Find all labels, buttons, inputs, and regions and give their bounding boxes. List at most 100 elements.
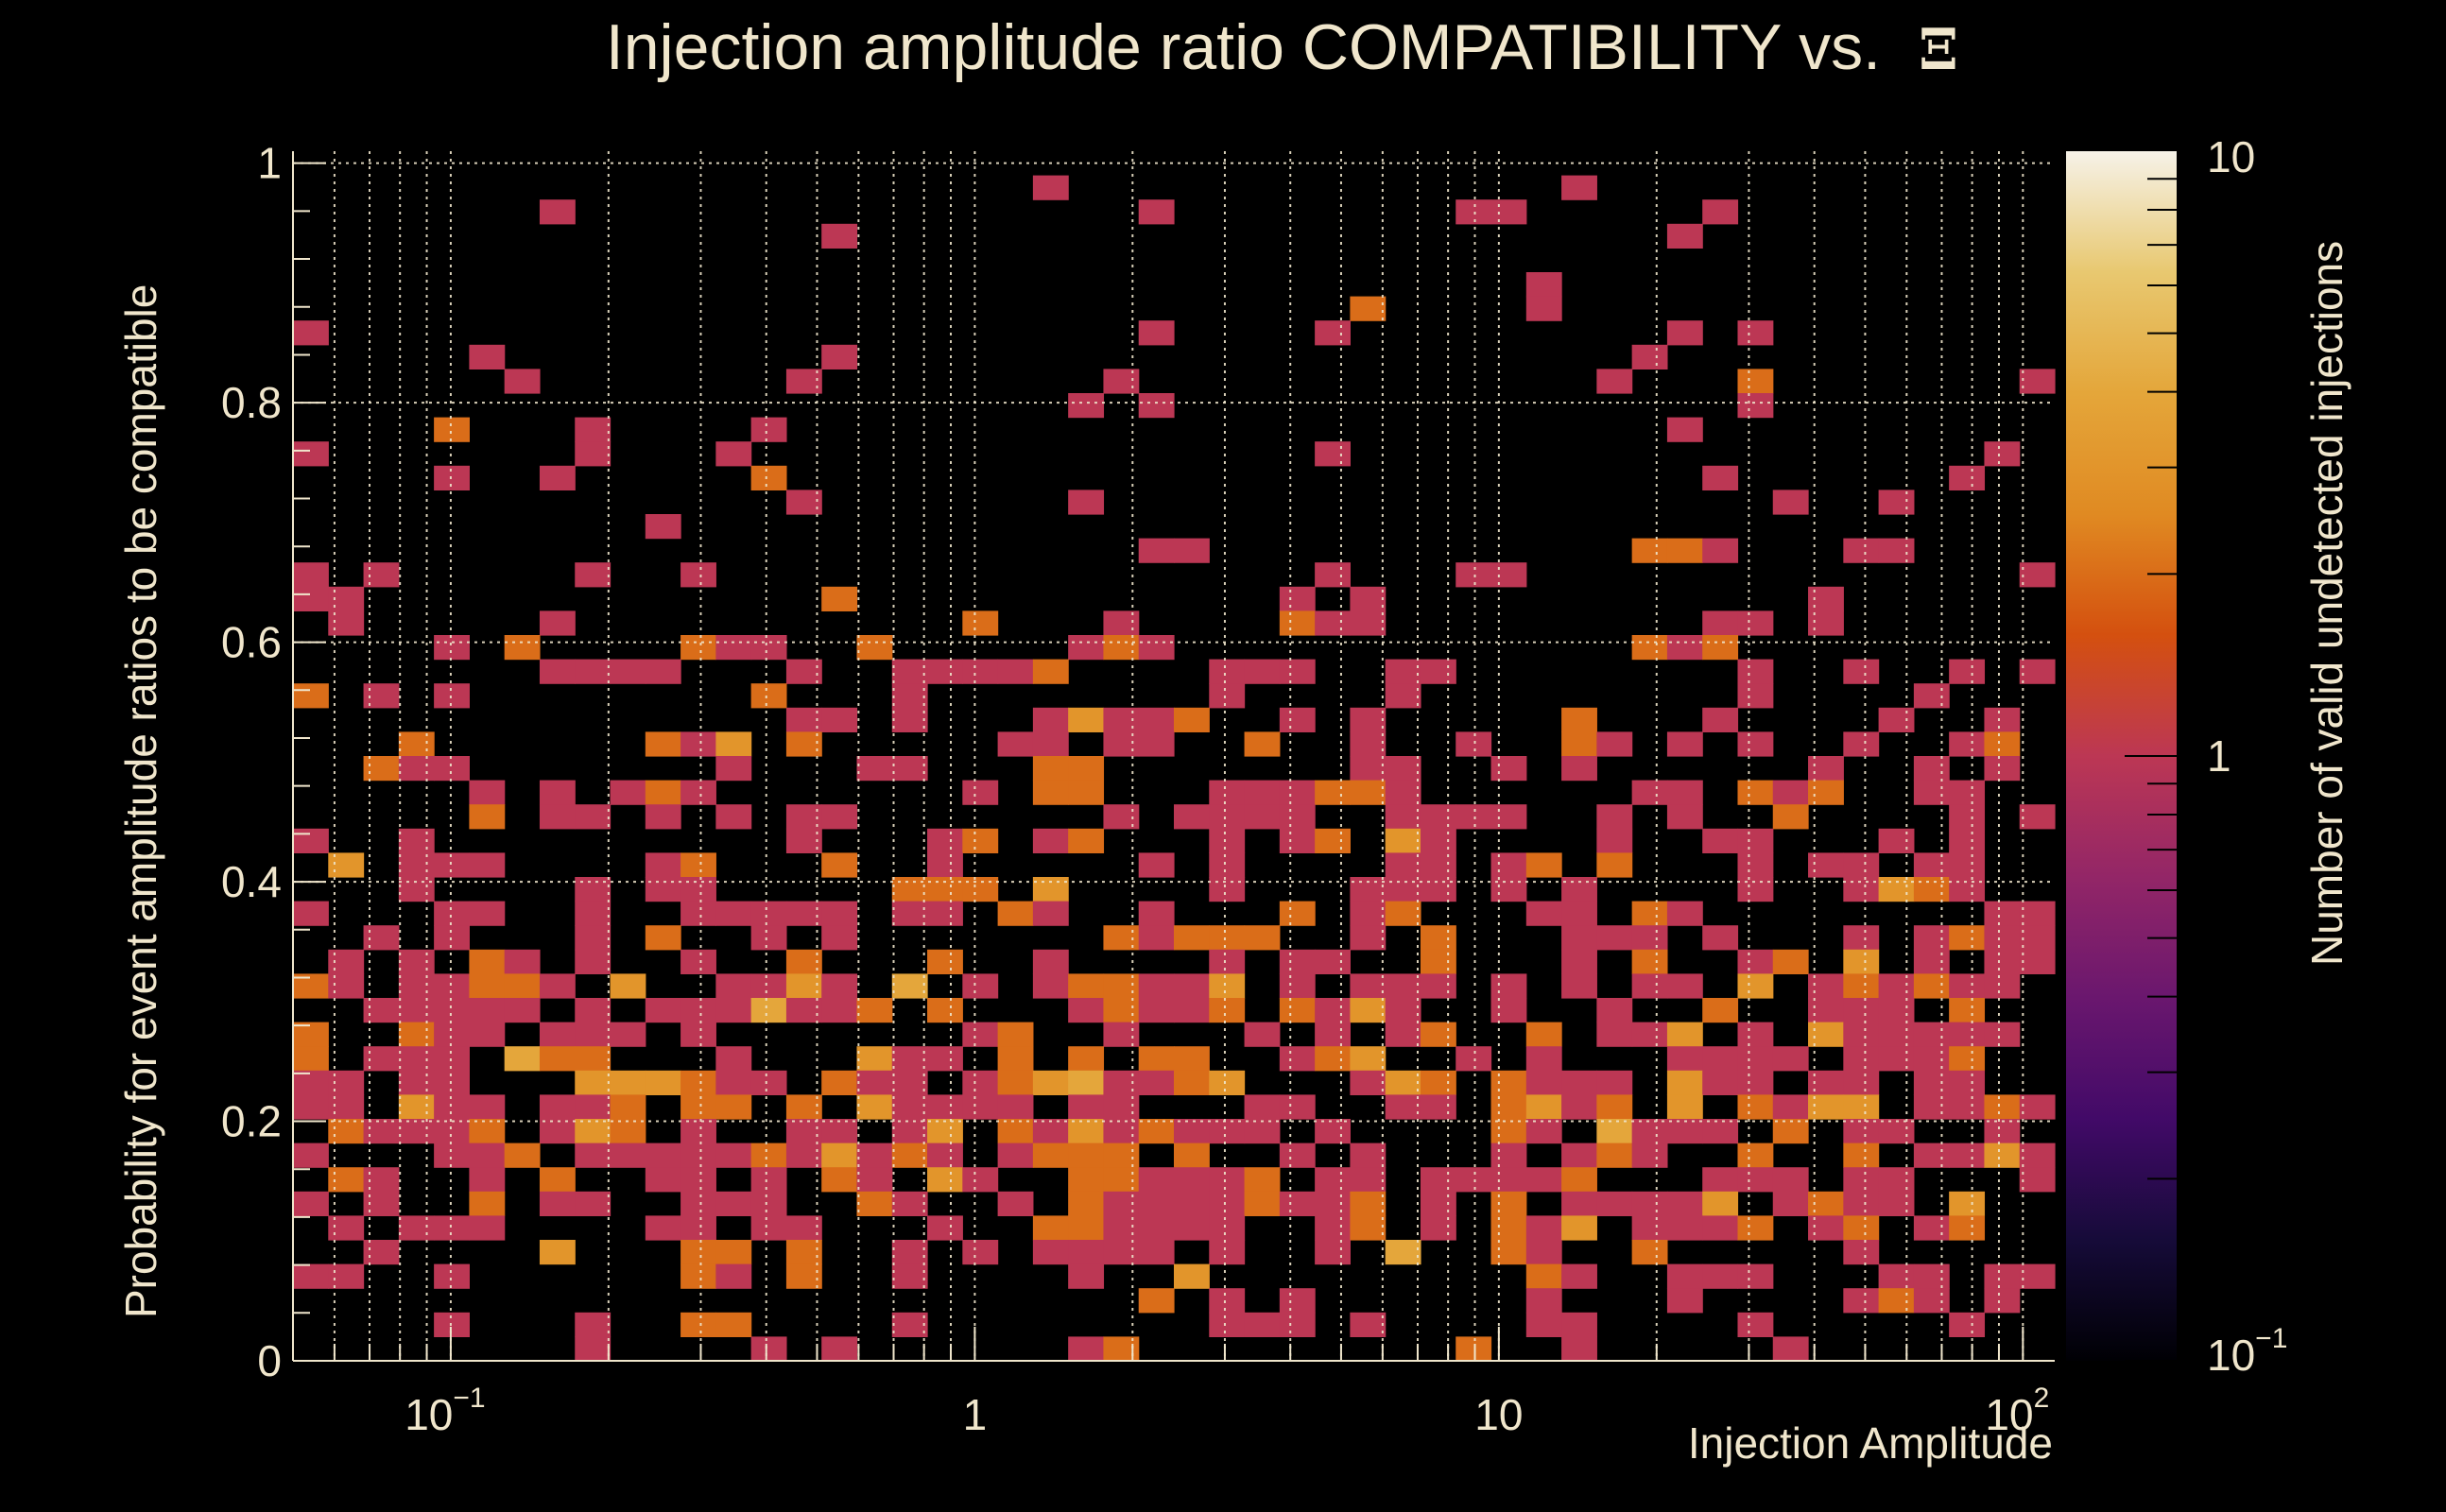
- heatmap-cell: [1032, 901, 1069, 926]
- heatmap-cell: [2019, 562, 2056, 588]
- heatmap-cell: [1596, 804, 1633, 830]
- heatmap-cell: [1737, 780, 1774, 805]
- heatmap-cell: [1315, 1240, 1351, 1265]
- heatmap-cell: [1420, 1022, 1456, 1047]
- y-tick-label: 0: [257, 1336, 282, 1385]
- heatmap-cell: [1631, 1143, 1668, 1168]
- heatmap-cell: [1666, 223, 1703, 249]
- heatmap-cell: [680, 635, 716, 661]
- heatmap-cell: [1209, 780, 1246, 805]
- heatmap-cell: [1068, 780, 1105, 805]
- heatmap-cell: [1456, 562, 1492, 588]
- heatmap-cell: [1631, 344, 1668, 369]
- heatmap-cell: [1490, 562, 1527, 588]
- heatmap-cell: [1666, 635, 1703, 661]
- heatmap-cell: [750, 925, 787, 951]
- heatmap-cell: [645, 659, 681, 684]
- heatmap-cell: [750, 901, 787, 926]
- heatmap-cell: [1138, 998, 1175, 1023]
- heatmap-cell: [1103, 1215, 1140, 1241]
- heatmap-cell: [539, 1240, 576, 1265]
- heatmap-cell: [1032, 175, 1069, 200]
- heatmap-cell: [1490, 804, 1527, 830]
- heatmap-cell: [997, 1143, 1034, 1168]
- heatmap-cell: [1350, 780, 1387, 805]
- heatmap-cell: [434, 756, 470, 782]
- heatmap-cell: [1596, 925, 1633, 951]
- heatmap-cell: [1878, 998, 1915, 1023]
- heatmap-cell: [680, 949, 716, 974]
- heatmap-cell: [1420, 1094, 1456, 1120]
- heatmap-cell: [1279, 973, 1316, 999]
- heatmap-cell: [645, 804, 681, 830]
- heatmap-cell: [1984, 1119, 2021, 1144]
- heatmap-cell: [539, 610, 576, 636]
- heatmap-cell: [434, 635, 470, 661]
- heatmap-cell: [293, 1070, 329, 1095]
- heatmap-cell: [821, 852, 858, 878]
- heatmap-cell: [1032, 949, 1069, 974]
- heatmap-cell: [821, 804, 858, 830]
- heatmap-cell: [1315, 1191, 1351, 1216]
- x-tick-label: 10−1: [405, 1383, 485, 1439]
- heatmap-cell: [785, 998, 822, 1023]
- heatmap-cell: [1878, 1022, 1915, 1047]
- heatmap-cell: [750, 417, 787, 442]
- heatmap-cell: [1702, 998, 1739, 1023]
- heatmap-cell: [1385, 828, 1421, 853]
- heatmap-cell: [1315, 562, 1351, 588]
- heatmap-cell: [1279, 1143, 1316, 1168]
- heatmap-cell: [1525, 296, 1562, 321]
- heatmap-cell: [1032, 828, 1069, 853]
- heatmap-cell: [1984, 1094, 2021, 1120]
- heatmap-cell: [891, 1119, 928, 1144]
- heatmap-cell: [1984, 901, 2021, 926]
- heatmap-cell: [1209, 1119, 1246, 1144]
- heatmap-cell: [1103, 707, 1140, 732]
- heatmap-cell: [927, 1167, 963, 1193]
- heatmap-cell: [1913, 1094, 1950, 1120]
- heatmap-cell: [1984, 1143, 2021, 1168]
- heatmap-cell: [575, 1046, 612, 1072]
- heatmap-cell: [434, 925, 470, 951]
- heatmap-cell: [1279, 1046, 1316, 1072]
- heatmap-cell: [997, 1046, 1034, 1072]
- heatmap-cell: [1737, 949, 1774, 974]
- heatmap-cell: [1913, 683, 1950, 709]
- heatmap-cell: [680, 1215, 716, 1241]
- heatmap-cell: [398, 756, 435, 782]
- heatmap-cell: [1138, 925, 1175, 951]
- heatmap-cell: [2019, 1094, 2056, 1120]
- heatmap-cell: [891, 683, 928, 709]
- x-tick-label: 1: [963, 1390, 988, 1439]
- heatmap-cell: [1068, 828, 1105, 853]
- heatmap-cell: [1032, 1215, 1069, 1241]
- heatmap-cell: [715, 998, 752, 1023]
- heatmap-cell: [891, 1240, 928, 1265]
- heatmap-cell: [997, 1022, 1034, 1047]
- heatmap-cell: [715, 1263, 752, 1289]
- heatmap-cell: [610, 1143, 646, 1168]
- heatmap-cell: [1209, 1070, 1246, 1095]
- heatmap-cell: [1490, 1215, 1527, 1241]
- heatmap-cell: [363, 1119, 400, 1144]
- heatmap-cell: [1174, 998, 1210, 1023]
- heatmap-cell: [1068, 1336, 1105, 1362]
- heatmap-cell: [1666, 1215, 1703, 1241]
- heatmap-cell: [1772, 1046, 1809, 1072]
- heatmap-cell: [293, 683, 329, 709]
- heatmap-cell: [1138, 199, 1175, 225]
- heatmap-cell: [1032, 877, 1069, 902]
- heatmap-cell: [469, 949, 506, 974]
- heatmap-cell: [1525, 1022, 1562, 1047]
- heatmap-cell: [575, 925, 612, 951]
- heatmap-cell: [1103, 1119, 1140, 1144]
- heatmap-cell: [856, 635, 893, 661]
- heatmap-cell: [575, 562, 612, 588]
- heatmap-cell: [1068, 998, 1105, 1023]
- heatmap-cell: [1456, 1336, 1492, 1362]
- heatmap-cell: [539, 1046, 576, 1072]
- heatmap-cell: [1843, 1143, 1880, 1168]
- heatmap-cell: [434, 1094, 470, 1120]
